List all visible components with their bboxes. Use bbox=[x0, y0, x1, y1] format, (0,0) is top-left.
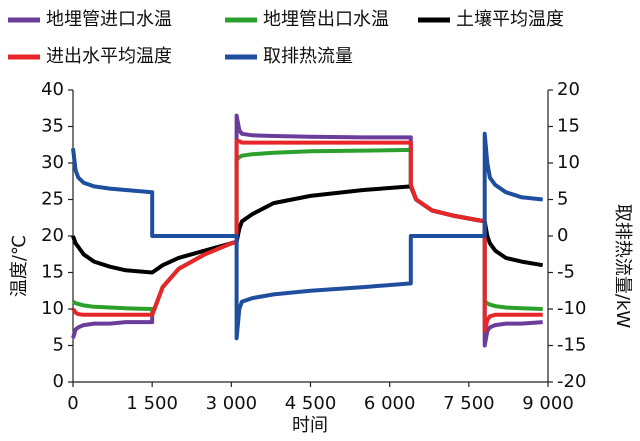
y-tick-label: 35 bbox=[41, 116, 64, 137]
legend-label: 地埋管出口水温 bbox=[263, 9, 389, 30]
y2-tick-label: -20 bbox=[557, 371, 586, 392]
y2-tick-label: -5 bbox=[557, 262, 575, 283]
y2-tick-label: 20 bbox=[557, 79, 580, 100]
y-tick-label: 0 bbox=[53, 371, 64, 392]
y-tick-label: 5 bbox=[53, 335, 64, 356]
data-line bbox=[71, 113, 543, 348]
y2-tick-label: 15 bbox=[557, 116, 580, 137]
y2-tick-label: -15 bbox=[557, 335, 586, 356]
data-line bbox=[71, 131, 543, 341]
y2-tick-label: 5 bbox=[557, 189, 568, 210]
y-axis-label: 温度/℃ bbox=[9, 235, 30, 297]
x-tick-label: 6 000 bbox=[364, 393, 416, 414]
x-tick-label: 4 500 bbox=[285, 393, 337, 414]
legend-label: 地埋管进口水温 bbox=[46, 9, 172, 30]
x-tick-label: 7 500 bbox=[443, 393, 495, 414]
y-tick-label: 25 bbox=[41, 189, 64, 210]
y-tick-label: 20 bbox=[41, 225, 64, 246]
legend-label: 进出水平均温度 bbox=[46, 46, 172, 67]
y-tick-label: 10 bbox=[41, 298, 64, 319]
y2-tick-label: 0 bbox=[557, 225, 568, 246]
legend-label: 取排热流量 bbox=[263, 46, 353, 67]
y-tick-label: 15 bbox=[41, 262, 64, 283]
x-tick-label: 0 bbox=[67, 393, 78, 414]
y2-tick-label: 10 bbox=[557, 152, 580, 173]
x-tick-label: 3 000 bbox=[206, 393, 258, 414]
legend-label: 土壤平均温度 bbox=[456, 9, 564, 30]
x-tick-label: 9 000 bbox=[522, 393, 574, 414]
y2-tick-label: -10 bbox=[557, 298, 586, 319]
y2-axis-label: 取排热流量/kW bbox=[612, 204, 633, 328]
data-line bbox=[71, 184, 544, 275]
x-tick-label: 1 500 bbox=[126, 393, 178, 414]
x-axis-label: 时间 bbox=[292, 415, 328, 436]
y-tick-label: 40 bbox=[41, 79, 64, 100]
data-line bbox=[71, 139, 543, 333]
y-tick-label: 30 bbox=[41, 152, 64, 173]
